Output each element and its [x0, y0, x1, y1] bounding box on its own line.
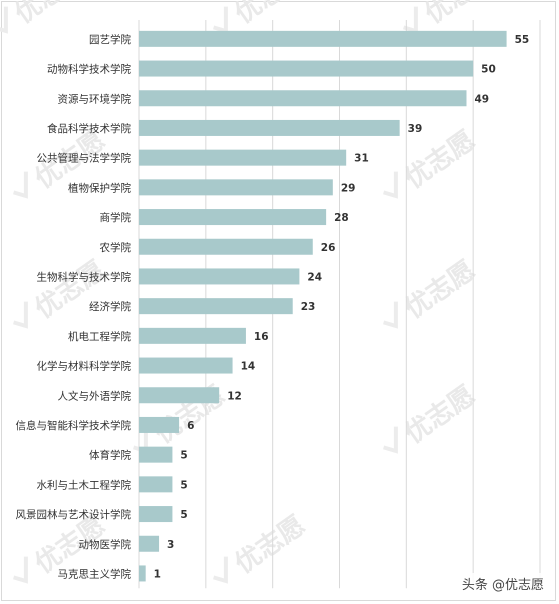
value-label: 5: [180, 479, 187, 491]
footer-caption: 头条 @优志愿: [458, 573, 547, 594]
value-label: 29: [341, 182, 356, 194]
value-label: 6: [187, 420, 194, 432]
watermark-text: 优志愿: [400, 380, 481, 449]
bar: [139, 387, 220, 404]
bar: [139, 149, 347, 166]
category-label: 经济学院: [89, 300, 131, 313]
bar: [139, 30, 507, 47]
watermark: 优志愿: [13, 255, 111, 329]
value-label: 24: [307, 271, 322, 283]
bar: [139, 60, 474, 77]
category-labels: 园艺学院动物科学技术学院资源与环境学院食品科学技术学院公共管理与法学学院植物保护…: [16, 33, 132, 581]
bar: [139, 179, 333, 196]
bar: [139, 238, 313, 255]
value-label: 28: [334, 212, 349, 224]
category-label: 风景园林与艺术设计学院: [16, 508, 132, 521]
bar: [139, 209, 327, 226]
category-label: 园艺学院: [89, 33, 131, 46]
bar: [139, 565, 146, 582]
watermark-text: 优志愿: [400, 255, 481, 324]
bar: [139, 506, 173, 523]
watermark-text: 优志愿: [230, 0, 311, 30]
category-label: 资源与环境学院: [58, 92, 132, 105]
watermark: 优志愿: [213, 510, 311, 584]
bar: [139, 119, 400, 136]
category-label: 商学院: [100, 211, 132, 224]
bar: [139, 446, 173, 463]
watermark-text: 优志愿: [30, 255, 111, 324]
category-label: 农学院: [100, 241, 132, 254]
category-label: 食品科学技术学院: [47, 122, 131, 135]
category-label: 信息与智能科学技术学院: [16, 419, 132, 432]
category-label: 动物医学院: [79, 538, 132, 551]
watermark: 优志愿: [383, 125, 481, 199]
category-label: 公共管理与法学学院: [37, 152, 132, 165]
value-label: 3: [167, 539, 174, 551]
watermark-check-icon: [383, 171, 398, 199]
watermark: 优志愿: [13, 510, 111, 584]
value-label: 1: [154, 568, 161, 580]
watermark-text: 优志愿: [400, 125, 481, 194]
watermark-check-icon: [13, 301, 28, 329]
watermark: 优志愿: [0, 0, 91, 34]
category-label: 体育学院: [89, 449, 131, 462]
bar: [139, 327, 246, 344]
category-label: 化学与材料科学学院: [37, 360, 132, 373]
category-label: 人文与外语学院: [58, 389, 132, 402]
bar: [139, 90, 467, 107]
watermark: 优志愿: [383, 255, 481, 329]
value-label: 39: [408, 123, 423, 135]
bar: [139, 535, 160, 552]
watermark-check-icon: [383, 426, 398, 454]
watermark-check-icon: [0, 6, 8, 34]
bars: [139, 30, 507, 582]
watermark-check-icon: [383, 301, 398, 329]
watermark-text: 优志愿: [420, 0, 501, 30]
value-label: 50: [481, 64, 496, 76]
bar: [139, 416, 180, 433]
category-label: 水利与土木工程学院: [37, 478, 132, 491]
category-label: 植物保护学院: [68, 181, 131, 194]
watermark: 优志愿: [383, 380, 481, 454]
watermark-text: 优志愿: [10, 0, 91, 30]
watermark-check-icon: [13, 171, 28, 199]
watermark-check-icon: [13, 556, 28, 584]
value-label: 12: [227, 390, 242, 402]
category-label: 马克思主义学院: [58, 567, 132, 580]
value-label: 55: [515, 34, 530, 46]
bar: [139, 357, 233, 374]
watermark-check-icon: [213, 556, 228, 584]
category-label: 机电工程学院: [68, 330, 131, 343]
category-label: 动物科学技术学院: [47, 63, 131, 76]
bar: [139, 298, 293, 315]
category-label: 生物科学与技术学院: [37, 270, 132, 283]
value-label: 26: [321, 242, 336, 254]
value-label: 5: [180, 450, 187, 462]
value-label: 23: [301, 301, 316, 313]
watermark: 优志愿: [13, 125, 111, 199]
value-label: 14: [241, 361, 256, 373]
value-label: 49: [474, 93, 489, 105]
bar: [139, 476, 173, 493]
bar: [139, 268, 300, 285]
value-label: 16: [254, 331, 269, 343]
watermark-text: 优志愿: [230, 510, 311, 579]
watermark-layer: 优志愿优志愿优志愿优志愿优志愿优志愿优志愿优志愿优志愿优志愿优志愿: [0, 0, 501, 584]
value-label: 5: [180, 509, 187, 521]
value-label: 31: [354, 153, 369, 165]
